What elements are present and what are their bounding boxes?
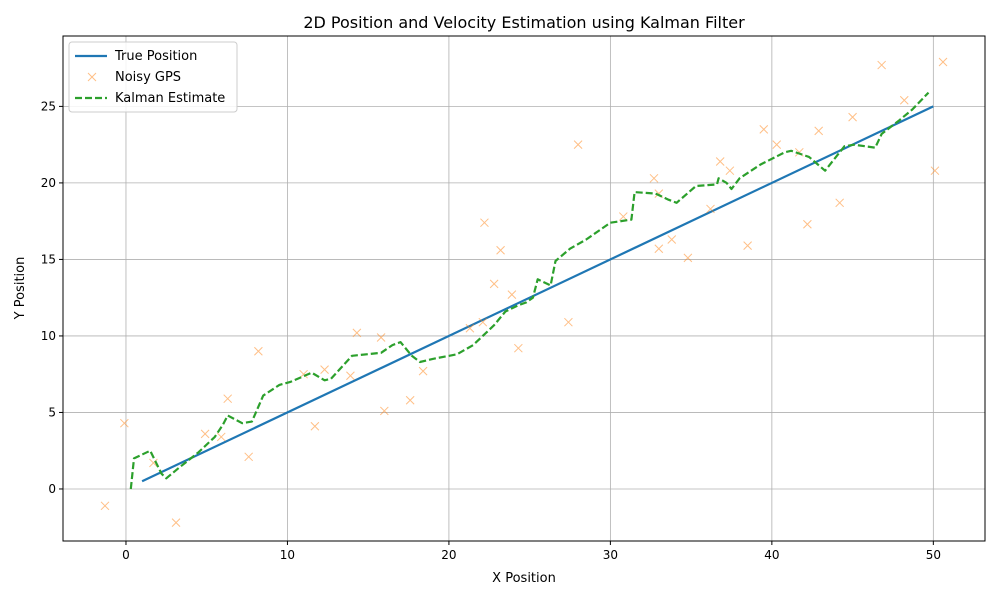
gps-point xyxy=(171,518,181,527)
gps-point xyxy=(930,166,940,176)
gps-point xyxy=(216,432,226,442)
gps-point xyxy=(100,501,110,511)
legend-label: True Position xyxy=(114,49,197,64)
plot-area xyxy=(100,57,948,527)
gps-point xyxy=(573,140,583,150)
gps-point xyxy=(654,244,664,254)
gps-point xyxy=(715,157,725,166)
gps-point xyxy=(848,112,857,122)
x-tick-label: 50 xyxy=(926,548,941,562)
y-tick-label: 15 xyxy=(41,252,56,266)
gps-point xyxy=(938,57,948,67)
gps-point xyxy=(465,323,475,333)
gps-point xyxy=(743,241,752,251)
gps-point xyxy=(513,343,523,353)
gps-point xyxy=(814,126,824,136)
gps-point xyxy=(405,395,415,405)
plot-frame xyxy=(62,35,986,542)
gps-point xyxy=(725,166,735,176)
y-tick-label: 5 xyxy=(48,405,56,419)
legend-swatch-gps xyxy=(87,72,97,82)
gps-point xyxy=(223,394,233,404)
gps-point xyxy=(489,279,499,289)
legend-label: Kalman Estimate xyxy=(115,91,225,106)
gps-point xyxy=(877,60,887,70)
gps-point xyxy=(379,406,389,416)
gps-point xyxy=(320,365,329,374)
legend-label: Noisy GPS xyxy=(115,70,181,85)
gps-point xyxy=(478,317,488,327)
gps-point xyxy=(346,371,355,381)
gps-point xyxy=(352,328,362,338)
gps-point xyxy=(376,333,386,342)
gps-point xyxy=(835,198,845,208)
gps-point xyxy=(418,366,428,376)
x-tick-label: 20 xyxy=(441,548,456,562)
gps-point xyxy=(200,429,210,439)
gps-point xyxy=(706,204,715,214)
y-tick-label: 25 xyxy=(41,99,56,113)
x-tick-label: 10 xyxy=(280,548,295,562)
legend-box xyxy=(68,41,238,113)
gps-point xyxy=(254,346,263,356)
legend: True Position Noisy GPS Kalman Estimate xyxy=(68,41,238,113)
x-tick-label: 0 xyxy=(122,548,130,562)
gps-point xyxy=(244,452,254,462)
gps-point xyxy=(618,212,628,221)
gps-point xyxy=(149,458,158,468)
x-tick-label: 30 xyxy=(603,548,618,562)
y-axis-label: Y Position xyxy=(13,257,28,321)
true-position-line xyxy=(141,105,934,483)
gps-point xyxy=(310,421,320,431)
gps-point xyxy=(496,245,505,255)
x-axis-label: X Position xyxy=(492,571,556,586)
gps-point xyxy=(759,124,769,134)
y-tick-label: 0 xyxy=(48,482,56,496)
gps-point xyxy=(683,253,693,263)
gps-point xyxy=(667,235,677,244)
gps-point xyxy=(120,418,129,428)
grid xyxy=(63,36,985,541)
gps-point xyxy=(507,290,517,299)
chart-title: 2D Position and Velocity Estimation usin… xyxy=(303,13,745,32)
axis-ticks: 0 10 20 30 40 50 0 5 10 15 20 25 xyxy=(41,99,941,562)
gps-point xyxy=(899,95,909,105)
kalman-estimate-line xyxy=(129,91,930,490)
gps-point xyxy=(772,140,782,150)
y-tick-label: 20 xyxy=(41,176,56,190)
gps-point xyxy=(480,218,489,228)
gps-point xyxy=(803,219,812,229)
gps-point xyxy=(564,317,573,327)
y-tick-label: 10 xyxy=(41,329,56,343)
x-tick-label: 40 xyxy=(764,548,779,562)
gps-point xyxy=(649,173,659,183)
